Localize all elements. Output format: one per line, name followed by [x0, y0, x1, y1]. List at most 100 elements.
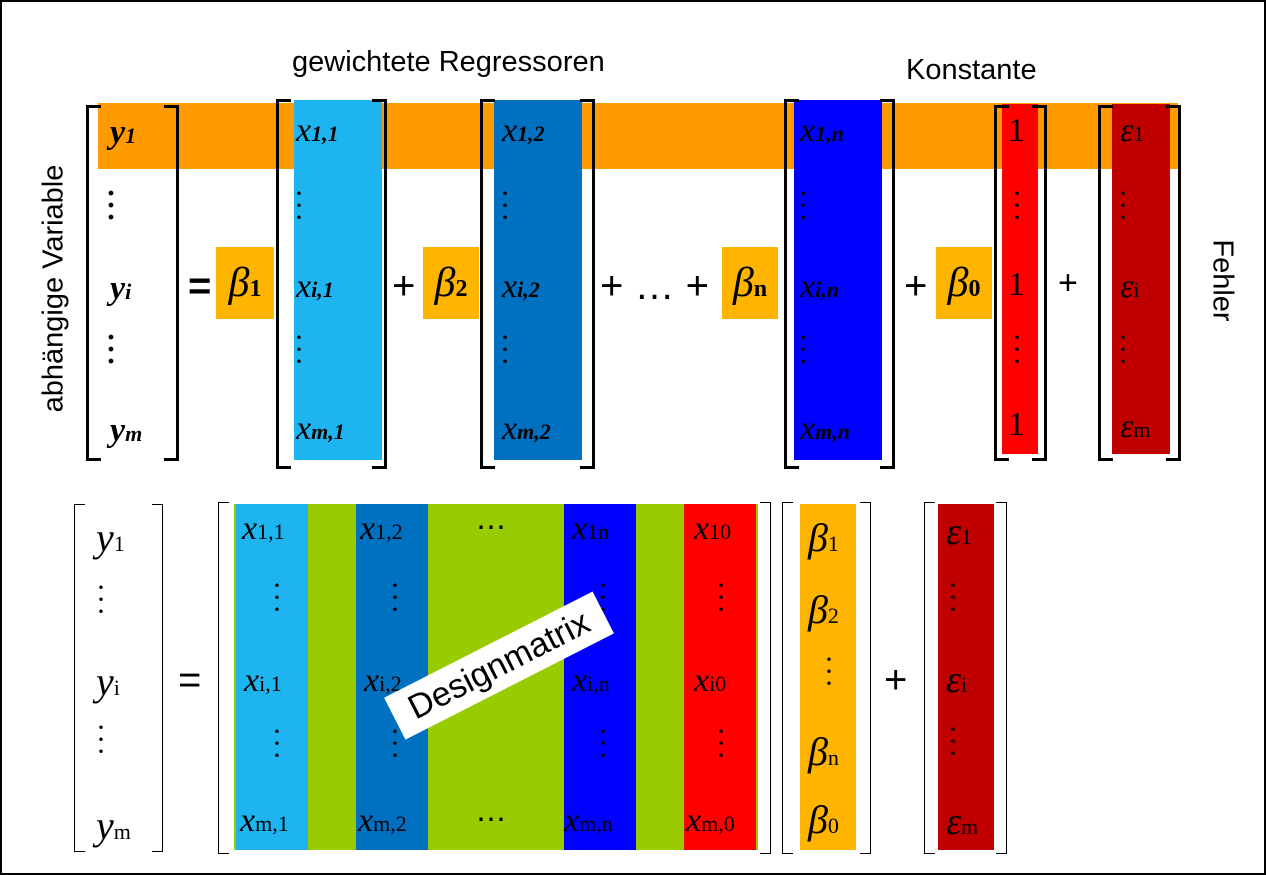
y-vdots-2: · · · [106, 321, 117, 378]
error-vector-column [938, 504, 994, 850]
xn-right-bracket [880, 99, 895, 469]
y-1-bottom-entry: y1 [96, 515, 125, 560]
epsilon-m-entry: εm [1120, 408, 1151, 445]
design-x-i-2-entry: xi,2 [364, 662, 402, 699]
design-xn-vdots-1: · · · [598, 569, 608, 626]
epsilon-i-entry: εi [1120, 268, 1140, 305]
design-x0-vdots-2: · · · [716, 715, 726, 772]
design-x-1-1-entry: x1,1 [242, 510, 285, 547]
x2-vdots-2: · · · [500, 321, 510, 378]
design-rowm-cdots: ⋯ [476, 803, 506, 836]
y-1-entry: y1 [110, 114, 137, 151]
design-x-1-0-entry: x10 [694, 510, 732, 547]
error-right-bracket [1166, 105, 1181, 461]
epsilon-m-vector-entry: εm [946, 801, 979, 843]
beta-1-coefficient: β1 [216, 247, 274, 319]
y-vector-bottom-right-bracket [152, 504, 163, 852]
x-i-n-entry: xi,n [800, 268, 839, 305]
x-m-n-entry: xm,n [800, 410, 850, 447]
x1-vdots-1: · · · [294, 177, 304, 234]
ones-right-bracket [1032, 105, 1047, 461]
error-vector-right-bracket [996, 502, 1007, 854]
ones-vdots-1: · · · [1012, 177, 1022, 234]
error-label: Fehler [1206, 239, 1239, 322]
design-xn-column [564, 504, 636, 850]
beta-vector-right-bracket [860, 502, 871, 854]
xn-left-bracket [784, 99, 799, 469]
design-x-1-n-entry: x1n [572, 510, 610, 547]
ones-vdots-2: · · · [1012, 321, 1022, 378]
beta-vector-column [800, 504, 856, 850]
beta-0-vector-entry: β0 [808, 797, 839, 842]
design-x-m-n-entry: xm,n [564, 802, 613, 839]
plus-sign-2: + [904, 264, 928, 308]
one-entry-i: 1 [1008, 266, 1025, 303]
constant-column [1002, 104, 1038, 454]
y-bottom-vdots-2: · · · [96, 711, 106, 768]
one-entry-1: 1 [1008, 112, 1025, 149]
design-x-m-1-entry: xm,1 [240, 802, 289, 839]
design-x1-vdots-1: · · · [272, 569, 282, 626]
plus-sign-1: + [392, 264, 416, 308]
design-x2-column [356, 504, 428, 850]
epsilon-vector-vdots-2: · · · [948, 713, 958, 770]
ones-left-bracket [994, 105, 1009, 461]
design-x-i-1-entry: xi,1 [244, 662, 282, 699]
x-m-1-entry: xm,1 [296, 410, 345, 447]
design-x-1-2-entry: x1,2 [360, 510, 403, 547]
epsilon-i-vector-entry: εi [946, 659, 968, 701]
beta-2-vector-entry: β2 [808, 587, 839, 632]
design-matrix-right-bracket [760, 502, 771, 854]
beta-n-vector-entry: βn [808, 729, 839, 774]
one-entry-m: 1 [1008, 406, 1025, 443]
beta-0-coefficient: β0 [936, 247, 992, 319]
epsilon-vector-vdots-1: · · · [948, 569, 958, 626]
x-1-1-entry: x1,1 [296, 112, 339, 149]
design-x-i-0-entry: xi0 [694, 662, 727, 699]
beta-2-coefficient: β2 [423, 247, 479, 319]
equals-sign-top: = [188, 264, 212, 308]
plus-sign-3: + [1058, 264, 1078, 302]
beta-n-coefficient: βn [722, 247, 778, 319]
y-m-bottom-entry: ym [96, 803, 131, 848]
error-vector-left-bracket [924, 502, 935, 854]
design-x1-column [236, 504, 308, 850]
constant-label: Konstante [906, 54, 1037, 86]
x-i-2-entry: xi,2 [502, 268, 540, 305]
design-x-m-0-entry: xm,0 [686, 802, 735, 839]
design-row1-cdots: ⋯ [476, 511, 506, 544]
design-x1-vdots-2: · · · [272, 715, 282, 772]
design-x2-vdots-2: · · · [390, 715, 400, 772]
design-xn-vdots-2: · · · [598, 715, 608, 772]
x-1-n-entry: x1,n [800, 112, 844, 149]
design-x-m-2-entry: xm,2 [358, 802, 407, 839]
epsilon-vdots-1: · · · [1118, 177, 1128, 234]
xn-vdots-2: · · · [798, 321, 808, 378]
y-i-entry: yi [110, 270, 132, 307]
x-i-1-entry: xi,1 [296, 268, 334, 305]
plus-ellipsis-plus: + … + [600, 264, 709, 308]
y-vector-right-bracket [164, 105, 179, 461]
equals-sign-bottom: = [178, 658, 202, 702]
epsilon-1-vector-entry: ε1 [946, 511, 972, 553]
design-x0-vdots-1: · · · [716, 569, 726, 626]
y-i-bottom-entry: yi [96, 659, 120, 704]
x1-left-bracket [276, 99, 291, 469]
epsilon-1-entry: ε1 [1120, 112, 1145, 149]
y-vector-bottom-left-bracket [74, 504, 85, 852]
x2-left-bracket [480, 99, 495, 469]
y-vdots-1: · · · [106, 177, 117, 234]
xn-vdots-1: · · · [798, 177, 808, 234]
dependent-variable-label: abhängige Variable [37, 164, 70, 413]
error-column [1112, 104, 1170, 454]
design-matrix-left-bracket [218, 502, 229, 854]
regressor-n-column [794, 100, 882, 460]
beta-vector-vdots: · · · [824, 643, 834, 700]
epsilon-vdots-2: · · · [1118, 321, 1128, 378]
weighted-regressors-label: gewichtete Regressoren [292, 46, 605, 78]
error-left-bracket [1098, 105, 1113, 461]
regressor-1-column [294, 100, 382, 460]
regressor-2-column [494, 100, 582, 460]
design-x2-vdots-1: · · · [390, 569, 400, 626]
